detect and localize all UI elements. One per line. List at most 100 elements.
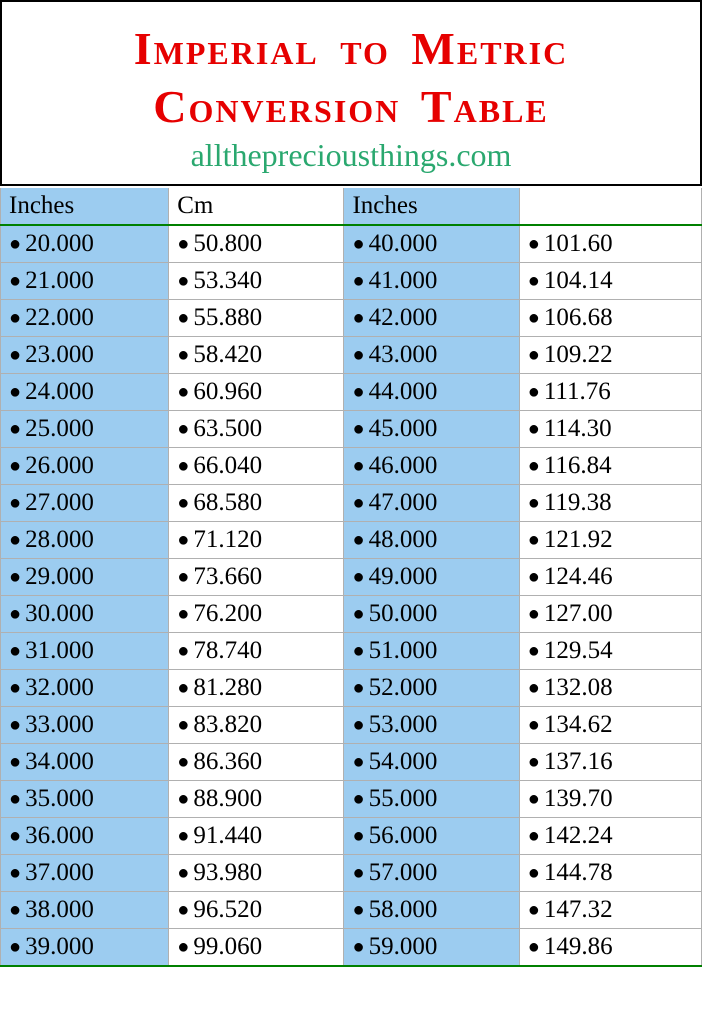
table-cell: ●86.360: [169, 744, 344, 781]
cell-value: 114.30: [544, 415, 612, 442]
table-cell: ●129.54: [519, 633, 701, 670]
bullet-icon: ●: [9, 418, 21, 440]
cell-value: 47.000: [369, 489, 438, 516]
bullet-icon: ●: [177, 418, 189, 440]
cell-value: 106.68: [544, 304, 613, 331]
table-cell: ●106.68: [519, 300, 701, 337]
cell-value: 124.46: [544, 563, 613, 590]
cell-value: 39.000: [25, 933, 94, 960]
bullet-icon: ●: [352, 381, 364, 403]
cell-value: 25.000: [25, 415, 94, 442]
cell-value: 119.38: [544, 489, 612, 516]
table-row: ●20.000●50.800●40.000●101.60: [1, 225, 702, 263]
bullet-icon: ●: [352, 566, 364, 588]
cell-value: 26.000: [25, 452, 94, 479]
table-row: ●25.000●63.500●45.000●114.30: [1, 411, 702, 448]
cell-value: 34.000: [25, 748, 94, 775]
cell-value: 109.22: [544, 341, 613, 368]
bullet-icon: ●: [352, 344, 364, 366]
table-row: ●32.000●81.280●52.000●132.08: [1, 670, 702, 707]
table-cell: ●147.32: [519, 892, 701, 929]
bullet-icon: ●: [9, 640, 21, 662]
cell-value: 35.000: [25, 785, 94, 812]
bullet-icon: ●: [177, 788, 189, 810]
table-cell: ●51.000: [344, 633, 519, 670]
bullet-icon: ●: [177, 529, 189, 551]
table-cell: ●48.000: [344, 522, 519, 559]
cell-value: 73.660: [193, 563, 262, 590]
bullet-icon: ●: [177, 381, 189, 403]
cell-value: 111.76: [544, 378, 611, 405]
bullet-icon: ●: [177, 640, 189, 662]
bullet-icon: ●: [177, 344, 189, 366]
cell-value: 91.440: [193, 822, 262, 849]
cell-value: 24.000: [25, 378, 94, 405]
bullet-icon: ●: [9, 603, 21, 625]
cell-value: 147.32: [544, 896, 613, 923]
bullet-icon: ●: [9, 677, 21, 699]
cell-value: 127.00: [544, 600, 613, 627]
cell-value: 28.000: [25, 526, 94, 553]
cell-value: 144.78: [544, 859, 613, 886]
cell-value: 29.000: [25, 563, 94, 590]
bullet-icon: ●: [528, 344, 540, 366]
table-cell: ●30.000: [1, 596, 169, 633]
cell-value: 32.000: [25, 674, 94, 701]
bullet-icon: ●: [352, 307, 364, 329]
column-header: Cm: [169, 188, 344, 225]
table-cell: ●34.000: [1, 744, 169, 781]
table-cell: ●55.880: [169, 300, 344, 337]
table-row: ●38.000●96.520●58.000●147.32: [1, 892, 702, 929]
table-cell: ●137.16: [519, 744, 701, 781]
table-cell: ●127.00: [519, 596, 701, 633]
cell-value: 71.120: [193, 526, 262, 553]
bullet-icon: ●: [528, 307, 540, 329]
table-row: ●22.000●55.880●42.000●106.68: [1, 300, 702, 337]
bullet-icon: ●: [177, 455, 189, 477]
table-cell: ●109.22: [519, 337, 701, 374]
bullet-icon: ●: [177, 307, 189, 329]
bullet-icon: ●: [352, 936, 364, 958]
table-header: InchesCmInches: [1, 188, 702, 225]
table-row: ●33.000●83.820●53.000●134.62: [1, 707, 702, 744]
table-cell: ●31.000: [1, 633, 169, 670]
table-cell: ●63.500: [169, 411, 344, 448]
table-row: ●26.000●66.040●46.000●116.84: [1, 448, 702, 485]
cell-value: 139.70: [544, 785, 613, 812]
cell-value: 88.900: [193, 785, 262, 812]
cell-value: 48.000: [369, 526, 438, 553]
cell-value: 51.000: [369, 637, 438, 664]
table-cell: ●93.980: [169, 855, 344, 892]
bullet-icon: ●: [528, 825, 540, 847]
bullet-icon: ●: [9, 529, 21, 551]
bullet-icon: ●: [9, 344, 21, 366]
cell-value: 132.08: [544, 674, 613, 701]
table-row: ●34.000●86.360●54.000●137.16: [1, 744, 702, 781]
bullet-icon: ●: [352, 418, 364, 440]
bullet-icon: ●: [9, 270, 21, 292]
table-cell: ●49.000: [344, 559, 519, 596]
cell-value: 30.000: [25, 600, 94, 627]
bullet-icon: ●: [352, 714, 364, 736]
bullet-icon: ●: [528, 677, 540, 699]
bullet-icon: ●: [528, 381, 540, 403]
table-cell: ●78.740: [169, 633, 344, 670]
cell-value: 142.24: [544, 822, 613, 849]
cell-value: 129.54: [544, 637, 613, 664]
table-cell: ●25.000: [1, 411, 169, 448]
table-cell: ●38.000: [1, 892, 169, 929]
table-body: ●20.000●50.800●40.000●101.60●21.000●53.3…: [1, 225, 702, 966]
table-cell: ●39.000: [1, 929, 169, 967]
table-cell: ●116.84: [519, 448, 701, 485]
table-cell: ●114.30: [519, 411, 701, 448]
table-cell: ●53.000: [344, 707, 519, 744]
table-cell: ●21.000: [1, 263, 169, 300]
table-row: ●37.000●93.980●57.000●144.78: [1, 855, 702, 892]
cell-value: 53.340: [193, 267, 262, 294]
bullet-icon: ●: [352, 751, 364, 773]
cell-value: 58.420: [193, 341, 262, 368]
bullet-icon: ●: [528, 233, 540, 255]
cell-value: 52.000: [369, 674, 438, 701]
bullet-icon: ●: [177, 566, 189, 588]
bullet-icon: ●: [528, 455, 540, 477]
